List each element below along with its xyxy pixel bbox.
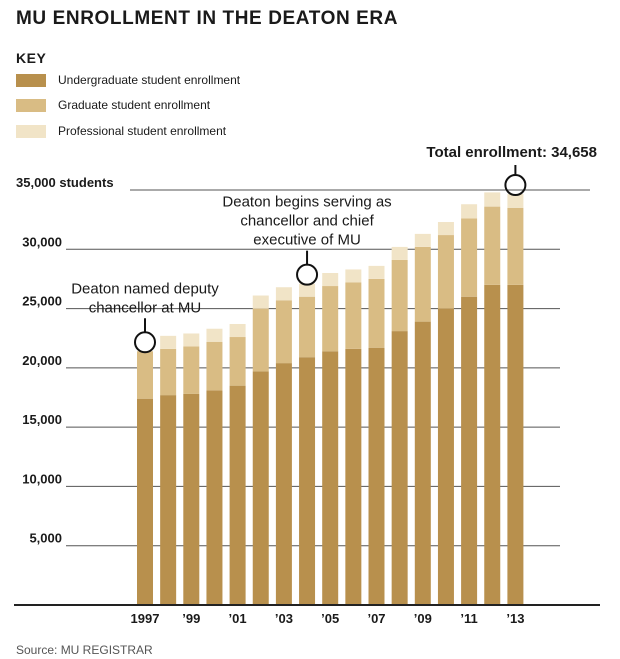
bar-segment [183, 393, 200, 605]
bar-segment [252, 295, 269, 309]
bar-segment [252, 371, 269, 605]
bar-segment [345, 282, 362, 349]
bar-segment [461, 296, 478, 605]
bar-segment [414, 233, 431, 247]
annotation-text: executive of MU [253, 232, 361, 249]
bar-segment [322, 351, 339, 605]
bar-segment [461, 204, 478, 219]
x-tick-label: ’05 [321, 611, 339, 626]
key-heading: KEY [16, 50, 47, 66]
legend-item-undergraduate: Undergraduate student enrollment [16, 73, 240, 87]
y-tick-label: 20,000 [22, 353, 62, 368]
y-tick-label: 5,000 [29, 531, 62, 546]
bar-segment [437, 308, 454, 605]
annotation-text: Deaton named deputy [71, 280, 219, 297]
bar-segment [183, 346, 200, 394]
x-tick-label: 1997 [131, 611, 160, 626]
source-note: Source: MU REGISTRAR [16, 643, 153, 657]
legend-label-graduate: Graduate student enrollment [58, 98, 211, 112]
bar-segment [206, 341, 223, 391]
bar-segment [414, 321, 431, 605]
annotation-text: chancellor at MU [89, 299, 202, 316]
y-tick-label: 25,000 [22, 294, 62, 309]
y-tick-label: 15,000 [22, 412, 62, 427]
y-tick-label: 30,000 [22, 234, 62, 249]
bar-segment [229, 385, 246, 605]
bar-segment [437, 235, 454, 309]
annotation-marker [504, 174, 527, 197]
bar-segment [437, 222, 454, 236]
bar-segment [368, 265, 385, 279]
bar-segment [461, 218, 478, 297]
annotation-text: Deaton begins serving as [222, 194, 391, 211]
bar-segment [484, 206, 501, 285]
bar-segment [137, 398, 153, 605]
legend-swatch-undergraduate [16, 73, 46, 87]
bar-segment [391, 331, 408, 605]
bar-segment [160, 335, 177, 349]
x-tick-label: ’03 [275, 611, 293, 626]
bar-segment [299, 357, 316, 605]
bar-segment [229, 323, 246, 338]
bar-segment [275, 363, 292, 605]
legend-swatch-professional [16, 124, 46, 138]
bar-segment [507, 194, 524, 208]
bar-segment [368, 347, 385, 605]
bar-segment [229, 337, 246, 386]
bar-segment [160, 395, 177, 605]
bar-segment [322, 286, 339, 352]
legend-swatch-graduate [16, 98, 46, 112]
bar-segment [368, 278, 385, 348]
bar-segment [137, 351, 153, 399]
bar-segment [322, 273, 339, 287]
bar-segment [391, 259, 408, 332]
x-tick-label: ’09 [414, 611, 432, 626]
bar-segment [299, 296, 316, 358]
legend-item-graduate: Graduate student enrollment [16, 98, 210, 112]
y-tick-label: 35,000 students [16, 175, 114, 190]
bar-segment [206, 390, 223, 605]
bar-segment [507, 207, 524, 285]
legend-label-professional: Professional student enrollment [58, 124, 227, 138]
bar-segment [484, 284, 501, 605]
x-tick-label: ’01 [229, 611, 247, 626]
annotation-text: chancellor and chief [240, 213, 374, 230]
bar-segment [391, 246, 408, 260]
annotation-marker [296, 263, 319, 286]
y-tick-label: 10,000 [22, 471, 62, 486]
legend-item-professional: Professional student enrollment [16, 124, 226, 138]
x-tick-label: ’13 [506, 611, 524, 626]
bar-segment [345, 348, 362, 605]
bar-segment [345, 269, 362, 283]
bar-segment [183, 333, 200, 347]
bar-segment [252, 308, 269, 372]
bar-segment [414, 246, 431, 322]
bar-segment [275, 300, 292, 364]
total-enrollment-label: Total enrollment: 34,658 [426, 144, 597, 161]
annotation-marker [134, 331, 156, 354]
chart-title: MU ENROLLMENT IN THE DEATON ERA [16, 8, 399, 29]
bar-segment [206, 328, 223, 342]
x-tick-label: ’11 [460, 611, 477, 626]
x-tick-label: ’07 [367, 611, 385, 626]
legend-label-undergraduate: Undergraduate student enrollment [58, 73, 241, 87]
bar-segment [484, 192, 501, 207]
bar-segment [507, 284, 524, 605]
bar-segment [160, 348, 177, 396]
bar-segment [275, 287, 292, 301]
bar-segment [299, 283, 316, 297]
x-tick-label: ’99 [182, 611, 200, 626]
